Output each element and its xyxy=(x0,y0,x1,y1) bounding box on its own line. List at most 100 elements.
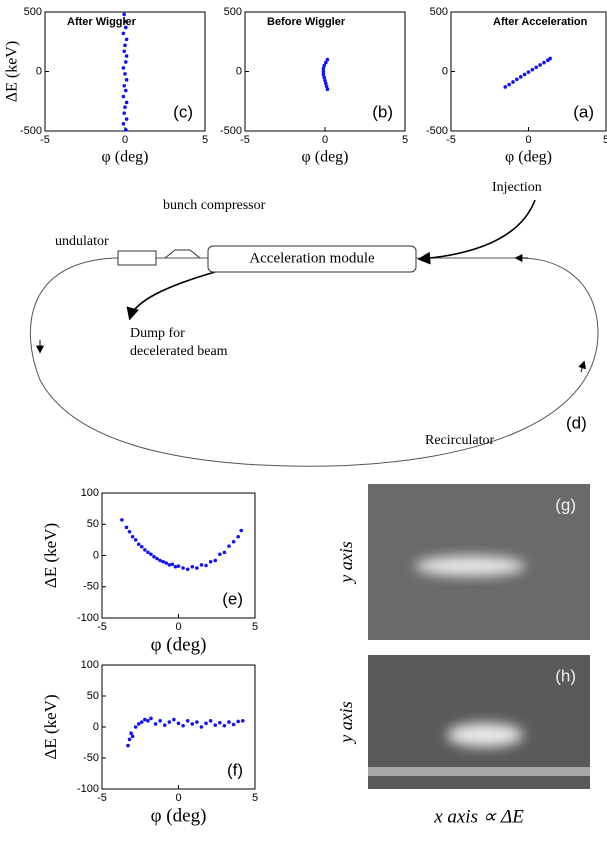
point xyxy=(185,567,190,572)
point xyxy=(503,85,508,89)
point xyxy=(324,60,328,65)
x-axis-label: φ (deg) xyxy=(505,149,552,166)
photo xyxy=(368,655,590,789)
point xyxy=(195,720,199,724)
point xyxy=(236,719,240,724)
panel-label: (f) xyxy=(227,760,243,779)
point xyxy=(172,717,176,722)
point xyxy=(236,534,240,539)
x-tick-label: 5 xyxy=(202,134,208,146)
point xyxy=(124,128,128,132)
point xyxy=(195,566,199,570)
point xyxy=(149,552,153,557)
recirculator-label: Recirculator xyxy=(425,433,495,448)
x-axis-label: φ (deg) xyxy=(151,805,207,826)
point xyxy=(167,563,172,567)
y-tick-label: 500 xyxy=(430,6,448,18)
point xyxy=(143,717,147,722)
point xyxy=(152,554,156,559)
photo-h xyxy=(368,655,590,789)
point xyxy=(149,716,153,721)
point xyxy=(164,561,169,565)
point xyxy=(136,722,141,726)
point xyxy=(121,94,126,99)
point xyxy=(185,719,190,723)
panel-label: (c) xyxy=(173,102,193,121)
point xyxy=(122,49,126,54)
point xyxy=(146,550,150,555)
compressor-label: bunch compressor xyxy=(163,198,266,213)
undulator-box xyxy=(117,250,157,266)
point xyxy=(124,525,129,530)
point xyxy=(122,12,126,17)
point xyxy=(121,31,126,36)
point xyxy=(124,54,129,58)
y-tick-label: 100 xyxy=(81,659,99,671)
injection-label: Injection xyxy=(492,180,542,195)
point xyxy=(321,69,326,74)
point xyxy=(542,60,546,65)
point xyxy=(321,72,326,77)
y-axis-label: ΔE (keV) xyxy=(41,694,60,759)
point xyxy=(213,558,218,563)
point xyxy=(321,66,326,71)
point xyxy=(227,544,231,548)
point xyxy=(227,720,231,724)
x-tick-label: 0 xyxy=(122,134,128,146)
point xyxy=(124,60,128,64)
point xyxy=(325,87,330,92)
undulator-label: undulator xyxy=(55,234,109,249)
point xyxy=(139,544,144,549)
point xyxy=(139,720,144,724)
arrow xyxy=(578,360,586,373)
point xyxy=(130,534,135,539)
y-tick-label: 500 xyxy=(24,6,42,18)
point xyxy=(122,111,126,115)
x-tick-label: 0 xyxy=(525,134,531,146)
point xyxy=(176,564,181,568)
panel-label: (g) xyxy=(555,495,576,514)
point xyxy=(222,550,227,555)
point xyxy=(130,734,135,739)
y-tick-label: -50 xyxy=(83,752,99,764)
point xyxy=(162,723,167,727)
point xyxy=(322,63,327,68)
y-tick-label: -100 xyxy=(77,783,99,795)
point xyxy=(322,75,327,80)
y-axis-label: ΔE (keV) xyxy=(41,523,60,588)
y-tick-label: 50 xyxy=(87,518,99,530)
point xyxy=(124,100,129,105)
bunch-compressor-shape xyxy=(164,249,201,259)
point xyxy=(124,88,128,93)
x-tick-label: -5 xyxy=(40,134,50,146)
point xyxy=(199,563,204,567)
point xyxy=(181,566,185,570)
point xyxy=(158,558,162,563)
y-axis-label: y axis xyxy=(336,701,356,744)
panel-label: (a) xyxy=(573,102,594,121)
point xyxy=(127,529,132,534)
x-tick-label: 0 xyxy=(175,792,181,804)
point xyxy=(190,722,195,726)
point xyxy=(324,84,329,89)
x-tick-label: -5 xyxy=(97,621,107,633)
y-tick-label: 50 xyxy=(87,690,99,702)
y-axis-label: ΔE (keV) xyxy=(4,41,21,102)
y-tick-label: 0 xyxy=(93,549,99,561)
y-tick-label: 100 xyxy=(81,487,99,499)
point xyxy=(122,83,126,88)
point xyxy=(231,722,236,727)
injection-arrow xyxy=(417,199,536,265)
point xyxy=(136,542,141,547)
point xyxy=(153,722,158,726)
point xyxy=(204,721,208,726)
point xyxy=(124,78,129,82)
photo-g xyxy=(368,484,590,640)
point xyxy=(167,720,172,724)
chart-title: After Wiggler xyxy=(67,16,137,28)
point xyxy=(208,719,213,723)
y-tick-label: 0 xyxy=(442,65,448,77)
point xyxy=(133,538,138,542)
point xyxy=(239,528,244,533)
